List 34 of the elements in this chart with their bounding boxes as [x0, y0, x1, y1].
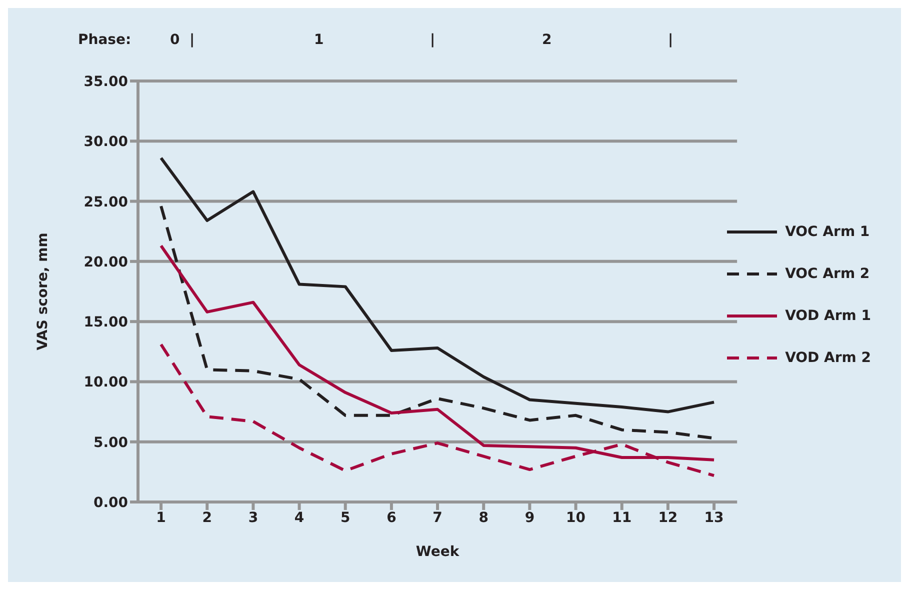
x-tick-label: 7: [432, 510, 442, 526]
x-tick-label: 8: [478, 510, 488, 526]
x-tick-label: 4: [294, 510, 304, 526]
x-tick-label: 12: [658, 510, 678, 526]
legend-label: VOD Arm 2: [785, 350, 871, 366]
y-tick-label: 20.00: [84, 254, 128, 270]
x-tick-label: 13: [704, 510, 724, 526]
text: 1: [314, 32, 324, 48]
legend-label: VOC Arm 1: [785, 224, 870, 240]
x-tick-label: 5: [340, 510, 350, 526]
text: |: [668, 32, 674, 48]
x-tick-label: 2: [202, 510, 212, 526]
line-series: [160, 156, 716, 414]
y-tick-label: 10.00: [84, 374, 128, 391]
y-tick-label: 35.00: [84, 74, 128, 90]
legend-label: VOC Arm 2: [785, 266, 870, 282]
y-tick-label: 30.00: [84, 134, 128, 150]
x-tick-label: 10: [566, 510, 586, 526]
text: 0 |: [170, 32, 195, 48]
y-tick-label: 0.00: [93, 494, 128, 511]
y-tick-label: 15.00: [84, 314, 128, 331]
x-axis-title: Week: [416, 544, 460, 560]
x-tick-label: 6: [386, 510, 396, 526]
legend-label: VOD Arm 1: [785, 308, 871, 324]
y-tick-label: 25.00: [84, 194, 128, 210]
x-tick-label: 3: [248, 510, 258, 526]
x-tick-label: 11: [612, 510, 632, 526]
y-tick-label: 5.00: [93, 434, 128, 451]
x-tick-label: 9: [524, 510, 535, 526]
text: 2: [542, 32, 552, 48]
y-axis-title: VAS score, mm: [34, 232, 51, 350]
text: |: [430, 32, 436, 48]
text: Phase:: [78, 32, 132, 48]
x-tick-label: 1: [156, 510, 166, 526]
